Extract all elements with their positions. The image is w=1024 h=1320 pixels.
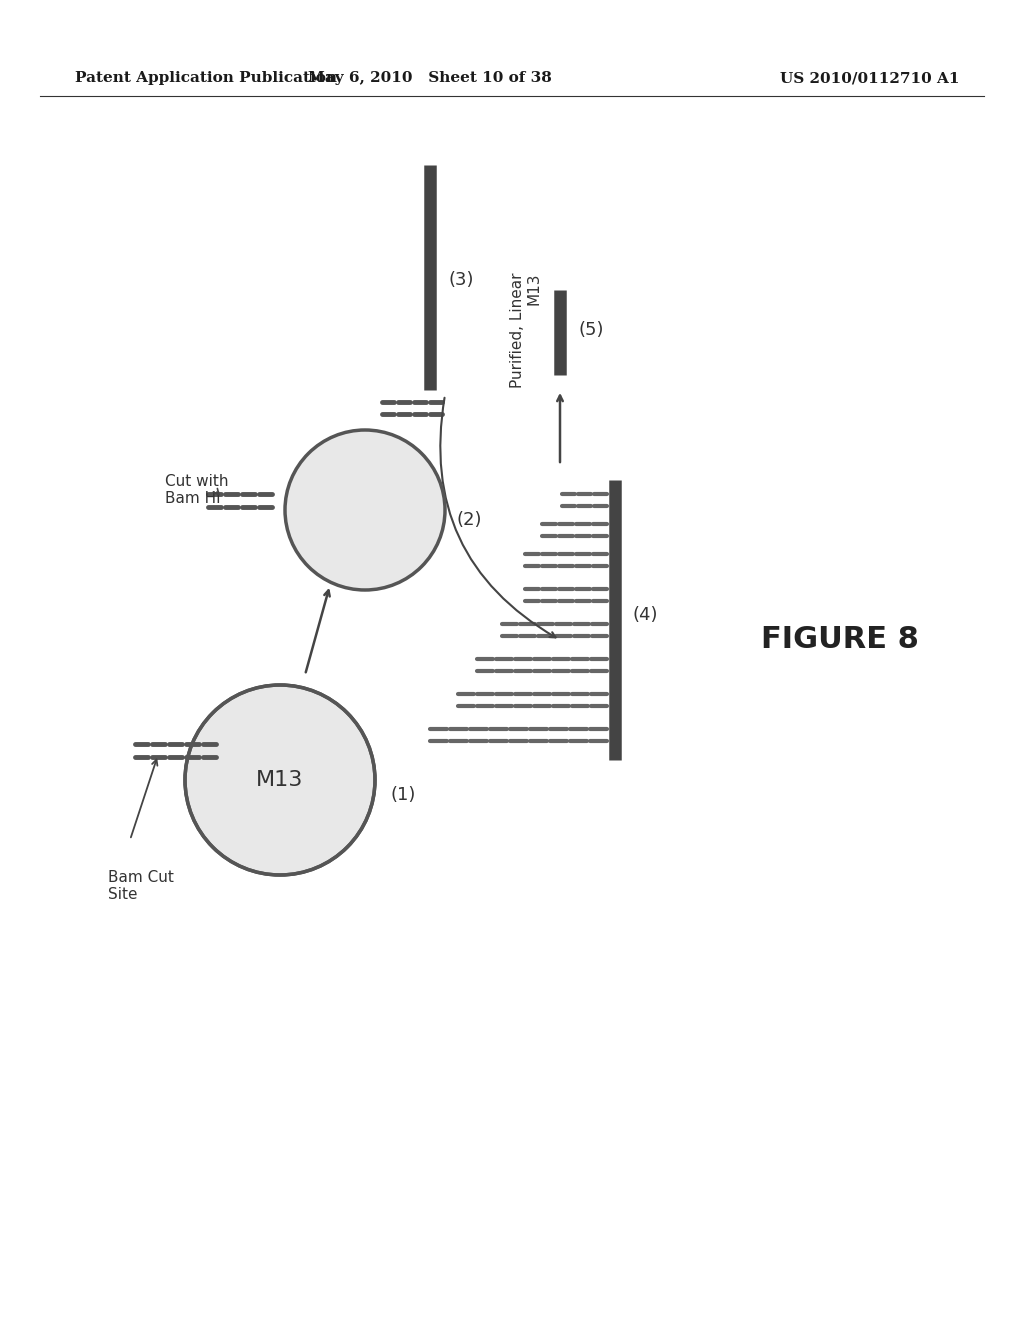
Text: (1): (1): [390, 785, 416, 804]
Text: (5): (5): [578, 321, 603, 339]
Circle shape: [285, 430, 445, 590]
Text: (3): (3): [449, 271, 473, 289]
Text: Cut with
Bam HI: Cut with Bam HI: [165, 474, 228, 506]
Text: Bam Cut
Site: Bam Cut Site: [108, 870, 174, 903]
Circle shape: [185, 685, 375, 875]
Text: May 6, 2010   Sheet 10 of 38: May 6, 2010 Sheet 10 of 38: [308, 71, 552, 84]
Text: Purified, Linear
M13: Purified, Linear M13: [510, 272, 542, 388]
Text: (4): (4): [633, 606, 658, 624]
Text: US 2010/0112710 A1: US 2010/0112710 A1: [780, 71, 959, 84]
Text: Patent Application Publication: Patent Application Publication: [75, 71, 337, 84]
Text: M13: M13: [256, 770, 304, 789]
Text: FIGURE 8: FIGURE 8: [761, 626, 919, 655]
Text: (2): (2): [457, 511, 482, 529]
